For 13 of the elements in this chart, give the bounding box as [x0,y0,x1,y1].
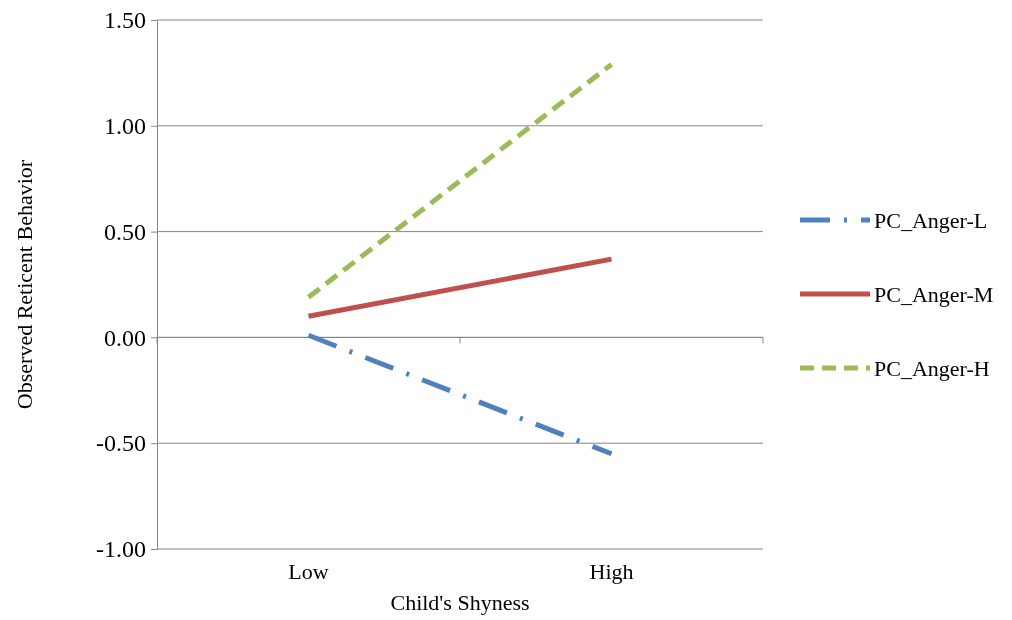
legend-label: PC_Anger-H [874,356,990,381]
x-tick-label: High [589,559,634,584]
legend-label: PC_Anger-L [874,208,988,233]
y-tick-label: 1.00 [104,112,146,139]
y-tick-label: 0.50 [104,218,146,245]
y-tick-label: 1.50 [104,7,146,34]
y-tick-label: 0.00 [104,324,146,351]
y-axis-title: Observed Reticent Behavior [12,159,37,410]
y-tick-label: -0.50 [96,430,146,457]
legend-label: PC_Anger-M [874,282,994,307]
x-tick-label: Low [288,559,329,584]
y-tick-label: -1.00 [96,536,146,563]
x-axis-title: Child's Shyness [390,590,530,615]
